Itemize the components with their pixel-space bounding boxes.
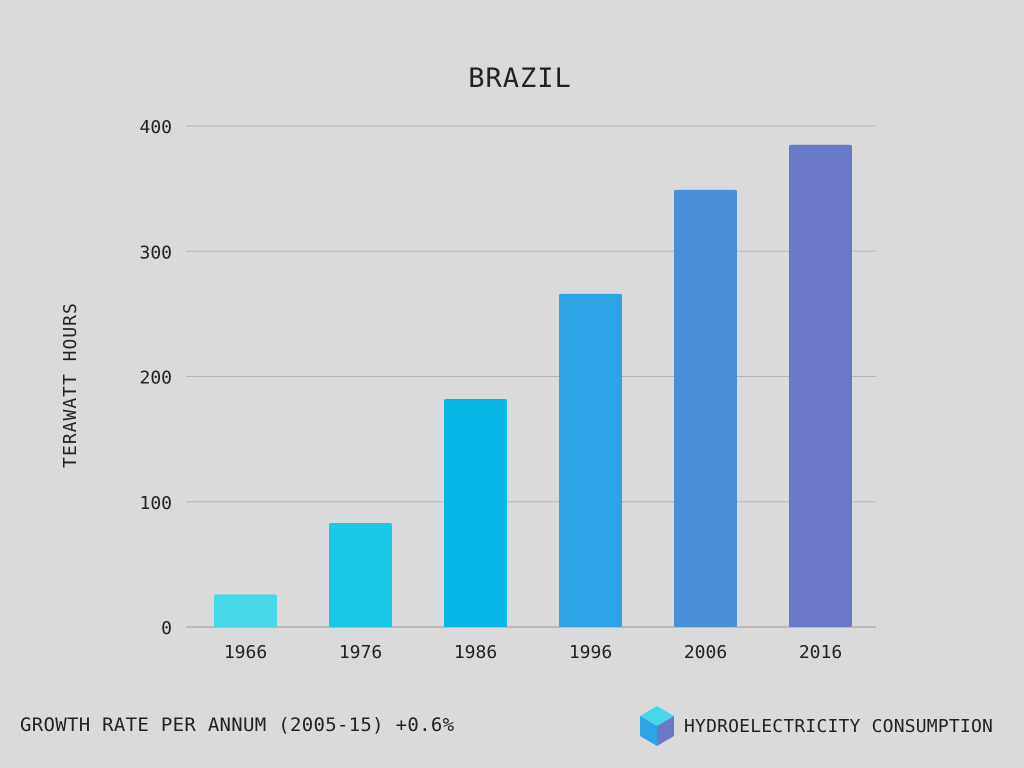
growth-rate-text: GROWTH RATE PER ANNUM (2005-15) +0.6% (20, 714, 455, 736)
gridlines (186, 125, 876, 628)
y-tick-label: 0 (161, 618, 172, 639)
y-tick-label: 200 (139, 368, 172, 389)
y-tick-label: 300 (139, 242, 172, 263)
y-tick-labels: 0 100 200 300 400 (139, 117, 172, 639)
bar-chart: BRAZIL TERAWATT HOURS 0 100 200 300 400 1966… (60, 63, 876, 663)
x-tick-label: 2016 (799, 642, 842, 663)
bar-1996 (559, 293, 622, 627)
x-tick-label: 1966 (224, 642, 267, 663)
bar-1986 (444, 399, 507, 627)
y-axis-label: TERAWATT HOURS (60, 302, 81, 468)
brand-label: HYDROELECTRICITY CONSUMPTION (684, 715, 994, 737)
x-tick-label: 1996 (569, 642, 612, 663)
brand-legend: HYDROELECTRICITY CONSUMPTION (638, 704, 993, 748)
bars (214, 144, 852, 627)
cube-icon (640, 706, 674, 746)
chart-title: BRAZIL (468, 63, 572, 94)
bar-1966 (214, 594, 277, 627)
bar-2016 (789, 144, 852, 627)
x-tick-labels: 1966 1976 1986 1996 2006 2016 (224, 642, 842, 663)
bar-2006 (674, 189, 737, 627)
y-tick-label: 100 (139, 493, 172, 514)
x-tick-label: 2006 (684, 642, 727, 663)
y-tick-label: 400 (139, 117, 172, 138)
bar-1976 (329, 523, 392, 627)
x-tick-label: 1976 (339, 642, 382, 663)
x-tick-label: 1986 (454, 642, 497, 663)
